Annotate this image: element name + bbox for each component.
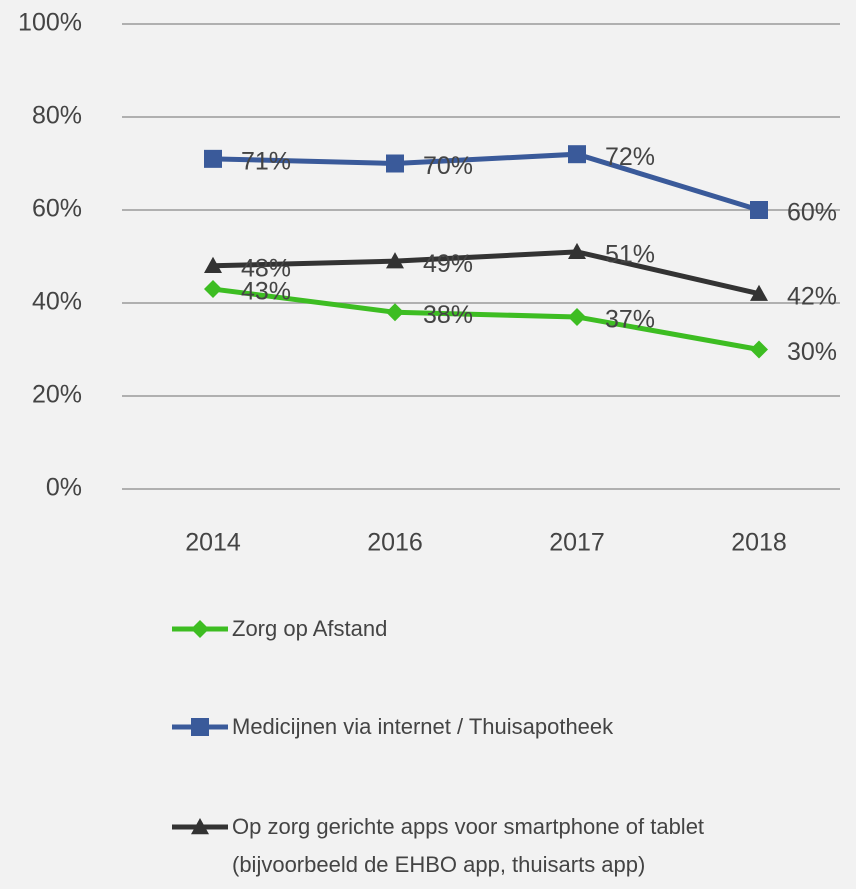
marker [750,201,768,219]
data-label: 49% [423,250,473,278]
marker [750,284,768,301]
marker [386,154,404,173]
y-tick-label: 60% [32,195,82,223]
legend-label: Medicijnen via internet / Thuisapotheek [232,714,614,739]
y-tick-label: 40% [32,288,82,316]
y-tick-label: 100% [18,9,82,37]
legend-label: Zorg op Afstand [232,616,388,641]
legend-marker [191,620,209,638]
data-label: 43% [241,278,291,306]
data-label: 51% [605,240,655,268]
data-label: 72% [605,143,655,171]
x-tick-label: 2018 [731,529,787,557]
marker [568,145,586,164]
marker [568,242,586,260]
marker [204,256,222,273]
legend-label: Op zorg gerichte apps voor smartphone of… [232,814,705,877]
series-line [212,249,760,297]
y-tick-label: 80% [32,102,82,130]
y-tick-label: 0% [46,474,82,502]
marker [568,307,586,326]
data-label: 48% [241,254,291,282]
data-label: 71% [241,147,291,175]
marker [386,252,404,269]
data-label: 30% [787,338,837,366]
x-tick-label: 2014 [185,529,241,557]
data-label: 37% [605,306,655,334]
series-line [212,151,760,213]
data-label: 38% [423,301,473,329]
series-line [212,286,760,352]
marker [750,340,768,359]
legend-marker [191,718,209,736]
y-tick-label: 20% [32,381,82,409]
data-label: 42% [787,282,837,310]
data-label: 70% [423,152,473,180]
data-label: 60% [787,199,837,227]
legend-marker [191,818,209,835]
x-tick-label: 2016 [367,529,423,557]
x-tick-label: 2017 [549,529,605,557]
marker [204,280,222,299]
marker [204,149,222,168]
marker [386,303,404,322]
